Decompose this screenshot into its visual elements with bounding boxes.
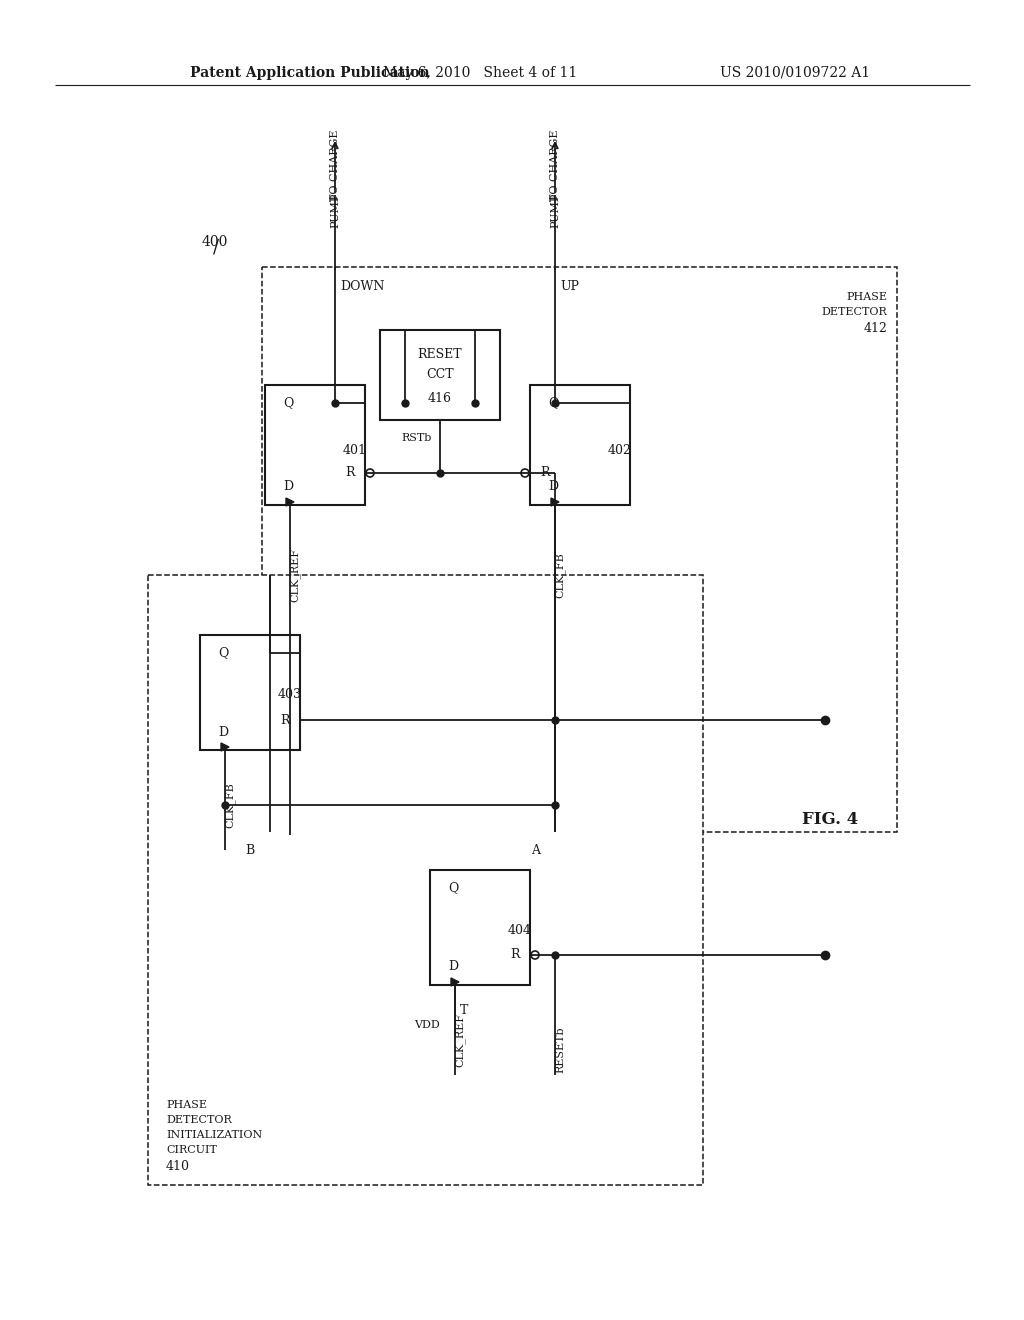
Text: 412: 412 — [863, 322, 887, 335]
Text: /: / — [213, 239, 219, 257]
Text: D: D — [283, 480, 293, 494]
Text: TO CHARGE: TO CHARGE — [330, 129, 340, 201]
Text: D: D — [548, 480, 558, 494]
Polygon shape — [551, 498, 559, 506]
Text: Q: Q — [283, 396, 293, 409]
Bar — [430, 870, 530, 985]
Text: 402: 402 — [608, 444, 632, 457]
Text: CLK_REF: CLK_REF — [455, 1012, 465, 1067]
Text: DETECTOR: DETECTOR — [166, 1115, 231, 1125]
Text: RESET: RESET — [418, 348, 462, 362]
Text: 401: 401 — [343, 444, 367, 457]
Text: PUMP: PUMP — [550, 193, 560, 227]
Polygon shape — [286, 498, 294, 506]
Text: D: D — [218, 726, 228, 738]
Text: VDD: VDD — [415, 1020, 440, 1030]
Text: CLK_FB: CLK_FB — [224, 783, 236, 828]
Text: Q: Q — [548, 396, 558, 409]
Text: 404: 404 — [508, 924, 532, 936]
Text: A: A — [531, 843, 540, 857]
Text: DETECTOR: DETECTOR — [821, 308, 887, 317]
Text: T: T — [460, 1003, 468, 1016]
Text: US 2010/0109722 A1: US 2010/0109722 A1 — [720, 66, 870, 81]
Text: INITIALIZATION: INITIALIZATION — [166, 1130, 262, 1140]
Text: Patent Application Publication: Patent Application Publication — [190, 66, 430, 81]
Polygon shape — [221, 743, 229, 751]
Text: RSTb: RSTb — [401, 433, 432, 444]
Bar — [380, 330, 500, 420]
Text: 400: 400 — [202, 235, 228, 249]
Text: B: B — [246, 843, 255, 857]
Bar — [148, 576, 703, 1185]
Text: D: D — [449, 961, 458, 974]
Text: R: R — [510, 949, 519, 961]
Bar — [200, 635, 300, 750]
Text: PUMP: PUMP — [330, 193, 340, 227]
Bar — [265, 385, 365, 506]
Bar — [530, 385, 630, 506]
Text: RESETb: RESETb — [555, 1027, 565, 1073]
Text: DOWN: DOWN — [340, 281, 384, 293]
Text: CCT: CCT — [426, 368, 454, 381]
Text: PHASE: PHASE — [166, 1100, 207, 1110]
Bar — [262, 267, 897, 832]
Text: UP: UP — [560, 281, 579, 293]
Text: 416: 416 — [428, 392, 452, 404]
Text: 403: 403 — [278, 689, 302, 701]
Text: PHASE: PHASE — [846, 292, 887, 302]
Text: TO CHARGE: TO CHARGE — [550, 129, 560, 201]
Text: CLK_REF: CLK_REF — [290, 548, 300, 602]
Text: R: R — [345, 466, 354, 479]
Text: R: R — [540, 466, 550, 479]
Text: CIRCUIT: CIRCUIT — [166, 1144, 217, 1155]
Text: Q: Q — [218, 647, 228, 660]
Text: Q: Q — [449, 882, 459, 895]
Text: CLK_FB: CLK_FB — [555, 552, 565, 598]
Text: FIG. 4: FIG. 4 — [802, 812, 858, 829]
Text: 410: 410 — [166, 1160, 190, 1173]
Polygon shape — [451, 978, 459, 986]
Text: May 6, 2010   Sheet 4 of 11: May 6, 2010 Sheet 4 of 11 — [383, 66, 578, 81]
Text: R: R — [280, 714, 290, 726]
